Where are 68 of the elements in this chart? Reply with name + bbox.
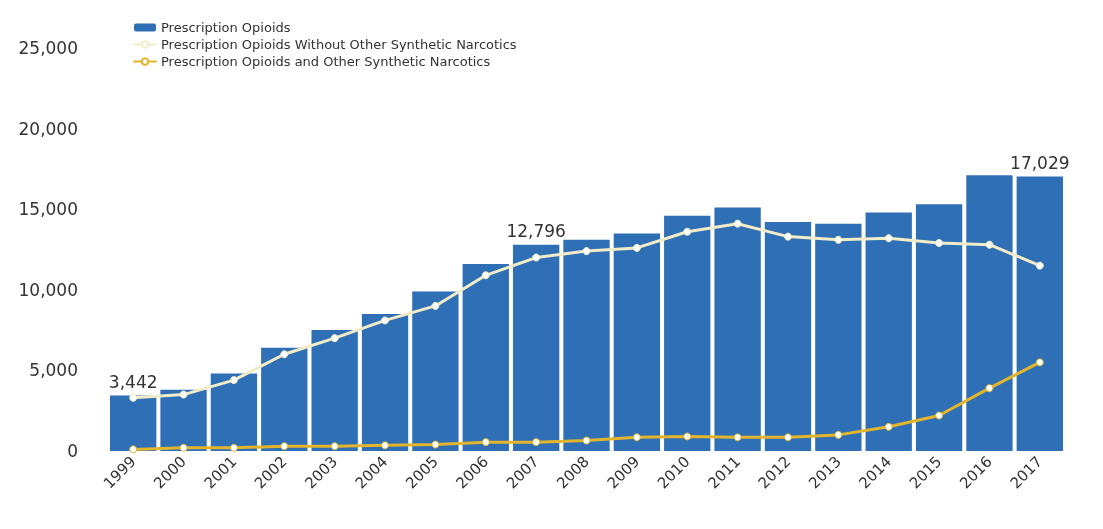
legend-label: Prescription Opioids Without Other Synthetic Narcotics — [161, 37, 517, 52]
point — [683, 227, 692, 236]
point — [229, 376, 238, 385]
point — [985, 384, 994, 393]
bar — [462, 264, 509, 451]
point — [229, 443, 238, 452]
bar — [210, 373, 258, 451]
legend-label: Prescription Opioids and Other Synthetic Narcotics — [161, 54, 491, 69]
point — [733, 219, 742, 228]
bar — [1016, 176, 1063, 451]
bar — [261, 347, 308, 451]
y-tick-label: 25,000 — [18, 38, 78, 58]
y-tick-label: 20,000 — [18, 118, 78, 139]
bar — [361, 313, 409, 451]
point — [481, 438, 490, 447]
bar — [664, 215, 711, 451]
point — [481, 271, 490, 280]
point — [129, 393, 138, 402]
bar — [764, 222, 812, 451]
point — [683, 432, 692, 441]
point — [179, 390, 188, 399]
point — [632, 243, 641, 252]
data-label: 3,442 — [108, 372, 158, 393]
bar — [311, 330, 358, 451]
point — [280, 350, 289, 359]
bar — [815, 223, 862, 451]
point — [582, 247, 591, 256]
point — [582, 436, 591, 445]
bar — [512, 244, 560, 451]
point — [330, 334, 339, 343]
point — [431, 440, 440, 449]
point — [1035, 358, 1044, 367]
point — [733, 433, 742, 442]
bar — [865, 212, 912, 451]
bar — [915, 204, 963, 451]
data-label: 12,796 — [506, 221, 566, 242]
point — [935, 239, 944, 248]
bar — [563, 239, 610, 451]
y-tick-label: 0 — [67, 441, 78, 461]
point — [985, 240, 994, 249]
point — [884, 234, 893, 243]
point — [783, 433, 792, 442]
point — [834, 235, 843, 244]
point — [129, 445, 138, 454]
point — [935, 411, 944, 420]
point — [834, 430, 843, 439]
point — [179, 443, 188, 452]
y-tick-label: 10,000 — [18, 279, 78, 300]
data-label: 17,029 — [1010, 152, 1070, 173]
point — [532, 438, 541, 447]
point — [280, 442, 289, 451]
y-tick-label: 5,000 — [29, 360, 78, 381]
point — [532, 253, 541, 262]
bar — [714, 207, 761, 451]
bar — [613, 233, 661, 451]
point — [381, 316, 390, 325]
point — [783, 232, 792, 241]
point — [431, 301, 440, 310]
point — [884, 422, 893, 431]
y-tick-label: 15,000 — [18, 199, 78, 220]
bar — [412, 291, 459, 451]
point — [1035, 261, 1044, 270]
point — [330, 442, 339, 451]
point — [632, 433, 641, 442]
point — [381, 441, 390, 450]
bar — [110, 395, 157, 451]
bar — [966, 175, 1013, 451]
legend-label: Prescription Opioids — [161, 20, 291, 35]
